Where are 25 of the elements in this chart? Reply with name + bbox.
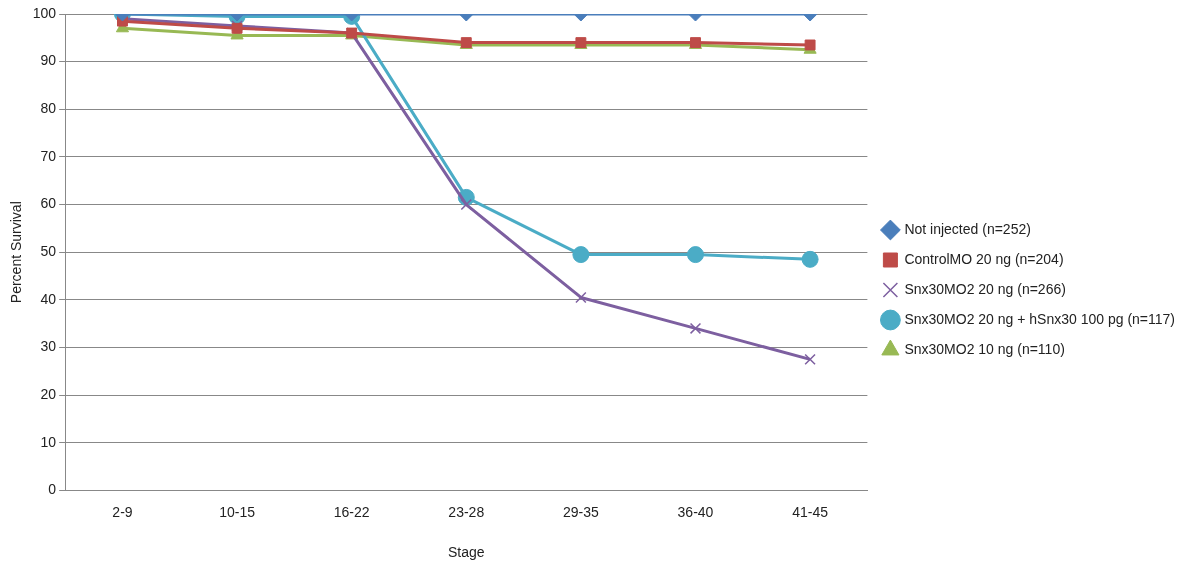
y-tick-label: 90	[40, 52, 57, 69]
y-tick-label: 60	[40, 195, 57, 212]
x-tick-label: 29-35	[562, 503, 599, 520]
y-tick-label: 40	[40, 290, 57, 307]
y-tick-label: 0	[48, 481, 57, 498]
x-tick-label: 16-22	[333, 503, 370, 520]
x-axis-title: Stage	[447, 544, 485, 561]
legend-label: Snx30MO2 20 ng + hSnx30 100 pg (n=117)	[904, 310, 1176, 327]
y-tick-label: 50	[40, 243, 57, 260]
y-tick-label: 70	[40, 147, 57, 164]
y-tick-label: 20	[40, 385, 57, 402]
y-tick-label: 10	[40, 433, 57, 450]
x-tick-label: 23-28	[448, 503, 485, 520]
x-tick-label: 41-45	[792, 503, 829, 520]
y-tick-label: 100	[32, 4, 57, 21]
legend-label: Snx30MO2 10 ng (n=110)	[904, 340, 1065, 357]
x-tick-label: 10-15	[219, 503, 256, 520]
y-tick-label: 30	[40, 338, 57, 355]
legend-label: ControlMO 20 ng (n=204)	[904, 250, 1064, 267]
y-axis-title: Percent Survival	[8, 201, 25, 304]
legend-label: Not injected (n=252)	[904, 220, 1031, 237]
x-tick-label: 36-40	[677, 503, 714, 520]
y-tick-label: 80	[40, 100, 57, 117]
x-tick-label: 2-9	[112, 503, 133, 520]
legend-label: Snx30MO2 20 ng (n=266)	[904, 280, 1066, 297]
